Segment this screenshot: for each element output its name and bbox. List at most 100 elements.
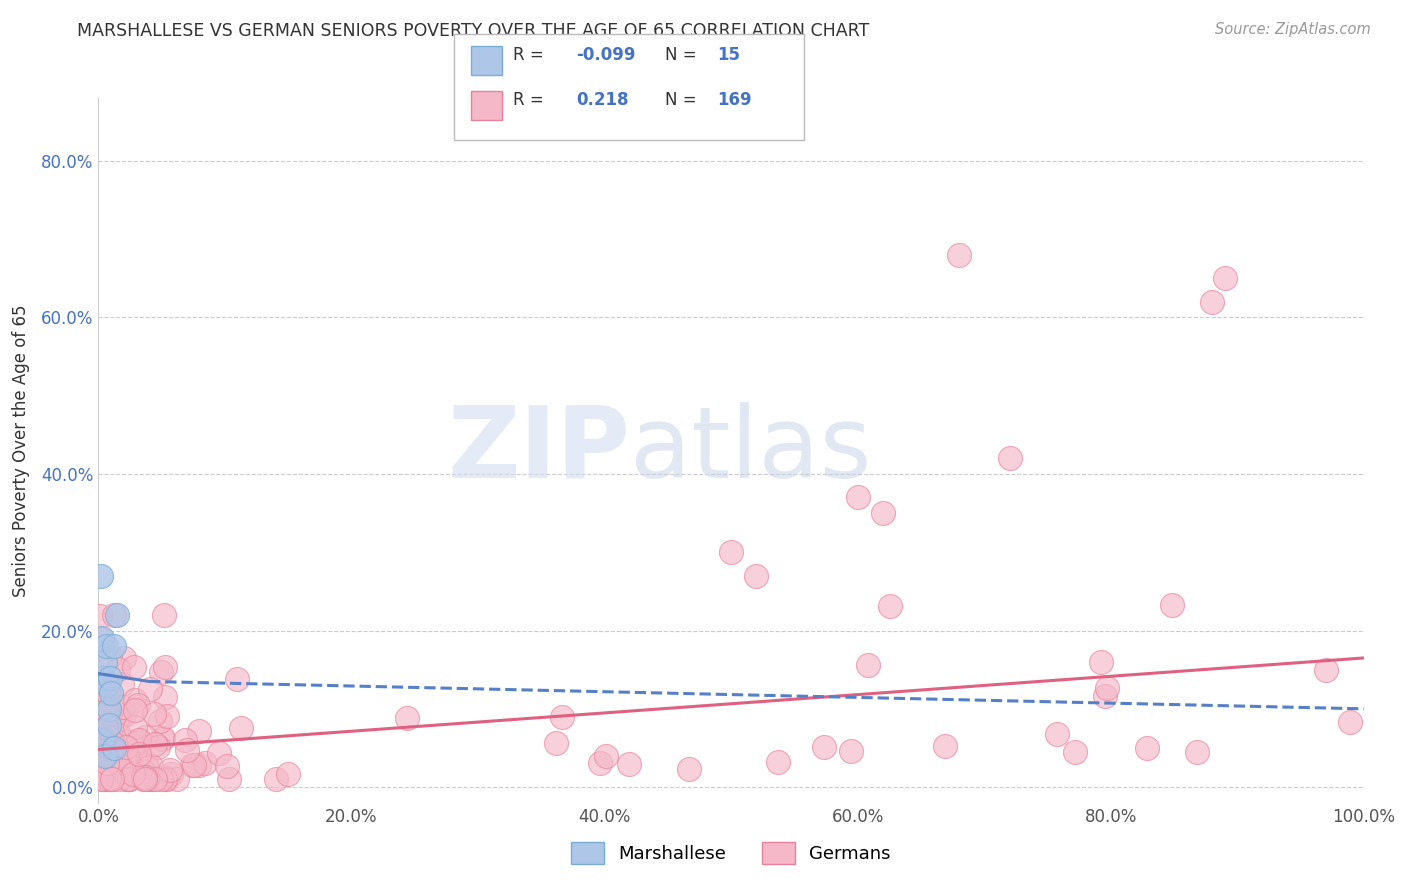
Germans — [120, 770, 142, 784]
Germans — [218, 772, 240, 787]
Germans — [111, 677, 134, 691]
Germans — [96, 756, 118, 771]
Germans — [98, 648, 121, 663]
Germans — [1161, 598, 1184, 612]
Germans — [117, 753, 139, 767]
Germans — [856, 658, 879, 673]
Marshallese — [97, 717, 120, 731]
Germans — [94, 760, 117, 774]
Germans — [108, 752, 131, 766]
Germans — [89, 756, 111, 771]
Germans — [97, 686, 120, 700]
Germans — [187, 724, 209, 739]
Germans — [115, 772, 138, 787]
Marshallese — [103, 741, 125, 756]
Germans — [89, 608, 111, 623]
Germans — [91, 765, 114, 780]
Germans — [813, 739, 835, 754]
Germans — [174, 733, 197, 747]
Germans — [104, 745, 127, 759]
Germans — [134, 730, 156, 744]
Germans — [124, 693, 146, 707]
Germans — [118, 735, 141, 749]
Germans — [111, 746, 134, 760]
Germans — [846, 491, 869, 505]
Marshallese — [103, 639, 125, 653]
Germans — [107, 764, 129, 779]
Germans — [395, 711, 418, 725]
Germans — [115, 740, 138, 755]
Germans — [91, 772, 114, 787]
Marshallese — [93, 671, 115, 685]
Marshallese — [100, 686, 122, 700]
Germans — [619, 756, 641, 771]
Germans — [229, 721, 252, 735]
Germans — [91, 760, 114, 774]
Germans — [93, 732, 115, 747]
Germans — [146, 739, 169, 754]
Germans — [89, 771, 111, 785]
Germans — [1340, 714, 1362, 729]
Germans — [156, 709, 179, 723]
Germans — [1201, 294, 1223, 309]
Germans — [90, 772, 112, 787]
Germans — [934, 739, 956, 753]
Germans — [118, 772, 141, 787]
Germans — [117, 772, 139, 787]
Germans — [127, 698, 149, 712]
Germans — [183, 758, 205, 772]
Germans — [143, 772, 166, 787]
Marshallese — [93, 748, 117, 763]
Text: MARSHALLESE VS GERMAN SENIORS POVERTY OVER THE AGE OF 65 CORRELATION CHART: MARSHALLESE VS GERMAN SENIORS POVERTY OV… — [77, 22, 869, 40]
Germans — [127, 760, 149, 774]
Germans — [114, 751, 136, 765]
Germans — [98, 761, 121, 775]
Germans — [143, 706, 166, 721]
Germans — [93, 759, 115, 773]
Germans — [115, 759, 138, 773]
Germans — [90, 632, 112, 647]
Text: 0.218: 0.218 — [576, 91, 628, 109]
Germans — [118, 772, 141, 787]
Marshallese — [93, 655, 117, 669]
Germans — [98, 772, 121, 787]
Germans — [115, 750, 138, 764]
Text: N =: N = — [665, 46, 702, 64]
Germans — [872, 506, 894, 520]
Marshallese — [96, 678, 118, 692]
Germans — [96, 677, 118, 691]
Germans — [215, 759, 238, 773]
Germans — [108, 758, 131, 772]
Germans — [107, 662, 129, 676]
Y-axis label: Seniors Poverty Over the Age of 65: Seniors Poverty Over the Age of 65 — [11, 304, 30, 597]
Germans — [166, 772, 188, 787]
Germans — [90, 736, 112, 750]
Germans — [879, 599, 901, 614]
Germans — [551, 709, 574, 723]
Text: Source: ZipAtlas.com: Source: ZipAtlas.com — [1215, 22, 1371, 37]
Germans — [127, 753, 149, 767]
Germans — [111, 759, 134, 773]
Text: 169: 169 — [717, 91, 752, 109]
Germans — [135, 756, 157, 770]
Germans — [98, 737, 121, 751]
Germans — [1095, 681, 1118, 695]
Germans — [998, 451, 1021, 466]
Germans — [115, 772, 138, 786]
Germans — [96, 741, 118, 756]
Germans — [225, 672, 247, 686]
Germans — [194, 756, 217, 770]
Germans — [153, 772, 176, 787]
Germans — [94, 721, 117, 735]
Germans — [595, 749, 617, 764]
Germans — [152, 731, 174, 745]
Germans — [149, 772, 172, 787]
Germans — [678, 762, 700, 776]
Germans — [277, 766, 299, 780]
Germans — [94, 706, 117, 720]
Germans — [153, 607, 176, 622]
Germans — [128, 747, 150, 761]
Germans — [125, 736, 148, 750]
Germans — [127, 747, 149, 762]
Germans — [97, 769, 120, 783]
